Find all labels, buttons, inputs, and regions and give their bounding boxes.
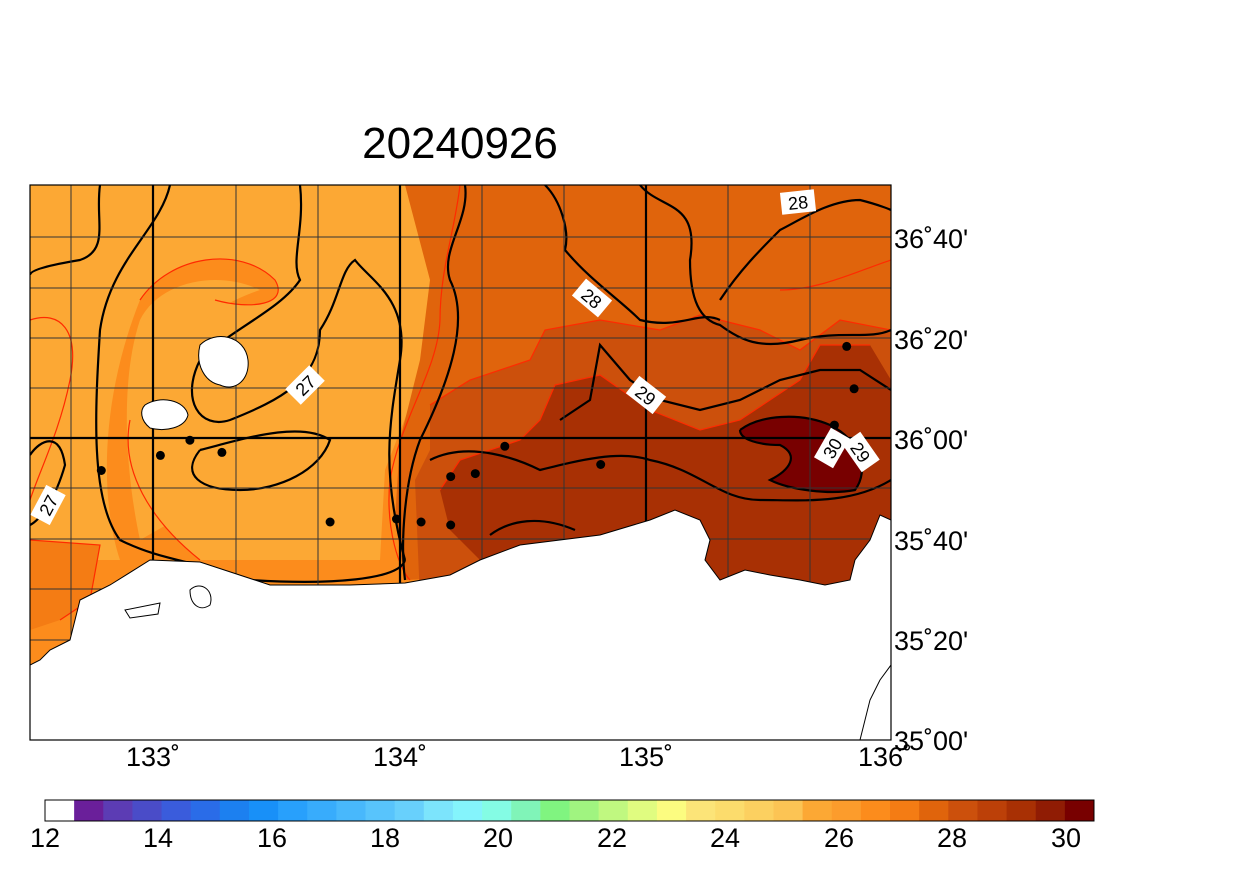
colorbar-swatch (860, 800, 891, 821)
colorbar-label: 30 (1051, 823, 1081, 853)
colorbar-swatch (103, 800, 133, 821)
lon-axis: 133˚ 134˚ 135˚ 136˚ (126, 742, 912, 772)
oki-dogo (198, 336, 249, 388)
colorbar-labels: 12 14 16 18 20 22 24 26 28 30 (30, 823, 1081, 853)
station-dot (185, 435, 195, 445)
colorbar-swatch (365, 800, 396, 821)
colorbar-swatch (919, 800, 949, 821)
islet (124, 602, 161, 619)
colorbar-label: 14 (143, 823, 173, 853)
map-area: 28 28 27 27 29 30 (30, 185, 891, 740)
land-east (859, 664, 891, 740)
colorbar-swatch (715, 800, 745, 821)
colorbar-swatch (132, 800, 163, 821)
field-29 (440, 345, 891, 600)
major-isotherms (30, 185, 891, 583)
contour-labels: 28 28 27 27 29 30 (30, 189, 880, 526)
colorbar-swatch (569, 800, 600, 821)
station-dot (392, 514, 401, 524)
colorbar-label: 16 (257, 823, 287, 853)
station-dot (829, 420, 839, 430)
colorbar-swatch (977, 800, 1008, 821)
colorbar-swatch (627, 800, 658, 821)
colorbar-swatch (74, 800, 104, 821)
lon-tick-label: 134˚ (373, 742, 427, 772)
colorbar-swatch (511, 800, 541, 821)
colorbar-swatch (948, 800, 978, 821)
minor-isotherms (30, 185, 891, 621)
colorbar-swatch (190, 800, 221, 821)
colorbar-label: 22 (597, 823, 627, 853)
station-dot (500, 441, 510, 451)
station-dot (416, 517, 426, 527)
station-dot (446, 472, 456, 482)
lat-axis: 36˚40' 36˚20' 36˚00' 35˚40' 35˚20' 35˚00… (894, 224, 968, 756)
colorbar-swatch (452, 800, 483, 821)
colorbar-swatch (394, 800, 425, 821)
colorbar-swatch (336, 800, 367, 821)
colorbar-swatch (1035, 800, 1066, 821)
colorbar-swatch (45, 800, 75, 821)
lat-tick-label: 35˚00' (894, 726, 968, 756)
colorbar-swatch (773, 800, 804, 821)
station-dot (96, 466, 106, 475)
lon-tick-label: 136˚ (858, 742, 912, 772)
colorbar-swatch (278, 800, 308, 821)
colorbar-swatch (219, 800, 250, 821)
colorbar-swatch (161, 800, 192, 821)
station-dot (446, 520, 456, 530)
field-patch (126, 280, 260, 540)
colorbar-label: 20 (483, 823, 513, 853)
colorbar-label: 28 (937, 823, 967, 853)
colorbar-swatch (744, 800, 774, 821)
lat-tick-label: 36˚20' (894, 325, 968, 355)
colorbar-frame (44, 799, 1095, 822)
colorbar-swatch (890, 800, 920, 821)
station-dot (325, 517, 335, 527)
colorbar-swatch (656, 800, 687, 821)
lat-tick-label: 36˚40' (894, 224, 968, 254)
colorbar-label: 26 (824, 823, 854, 853)
colorbar-label: 24 (710, 823, 740, 853)
land-honshu (30, 509, 891, 740)
islet (189, 585, 212, 609)
lon-tick-label: 133˚ (126, 742, 180, 772)
station-dot (842, 341, 852, 351)
lon-tick-label: 135˚ (619, 742, 673, 772)
colorbar-swatch (540, 800, 570, 821)
station-dot (470, 469, 480, 479)
colorbar-swatch (482, 800, 512, 821)
lat-tick-label: 36˚00' (894, 425, 968, 455)
colorbar-swatch (686, 800, 716, 821)
contour-label: 28 (787, 192, 809, 214)
field-sw (30, 540, 100, 630)
oki-dozen (141, 399, 189, 430)
colorbar-swatch (598, 800, 629, 821)
map-title: 20240926 (362, 119, 558, 168)
colorbar-swatch (831, 800, 862, 821)
colorbar-swatch (423, 800, 454, 821)
station-dot (849, 384, 859, 394)
lat-tick-label: 35˚40' (894, 526, 968, 556)
colorbar-swatch (1006, 800, 1037, 821)
colorbar-swatch (307, 800, 337, 821)
lat-tick-label: 35˚20' (894, 626, 968, 656)
colorbar-swatch (802, 800, 833, 821)
map-frame (29, 184, 892, 741)
colorbar (45, 800, 1095, 821)
station-dot (596, 460, 606, 469)
colorbar-label: 12 (30, 823, 60, 853)
station-dot (155, 450, 165, 460)
colorbar-swatch (1064, 800, 1095, 821)
colorbar-swatch (248, 800, 279, 821)
colorbar-label: 18 (370, 823, 400, 853)
station-dot (217, 447, 227, 457)
